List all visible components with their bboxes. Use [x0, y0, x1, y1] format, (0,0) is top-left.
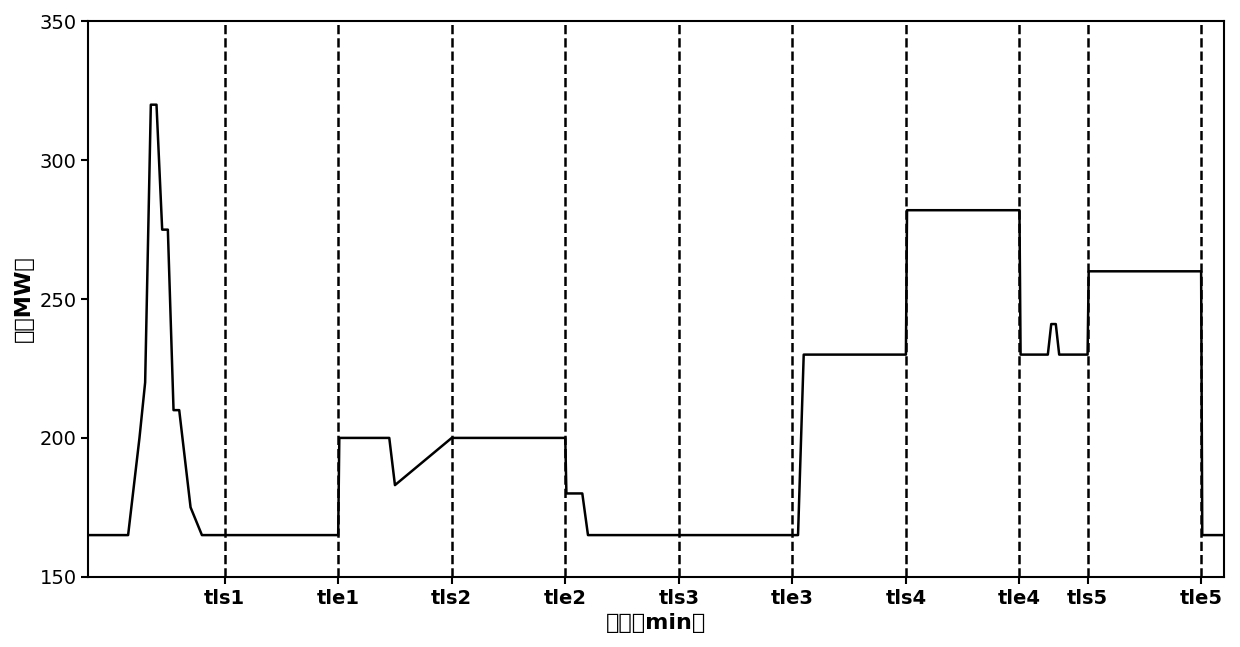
Y-axis label: 値（MW）: 値（MW） — [14, 256, 33, 342]
X-axis label: 时间（min）: 时间（min） — [606, 613, 707, 633]
